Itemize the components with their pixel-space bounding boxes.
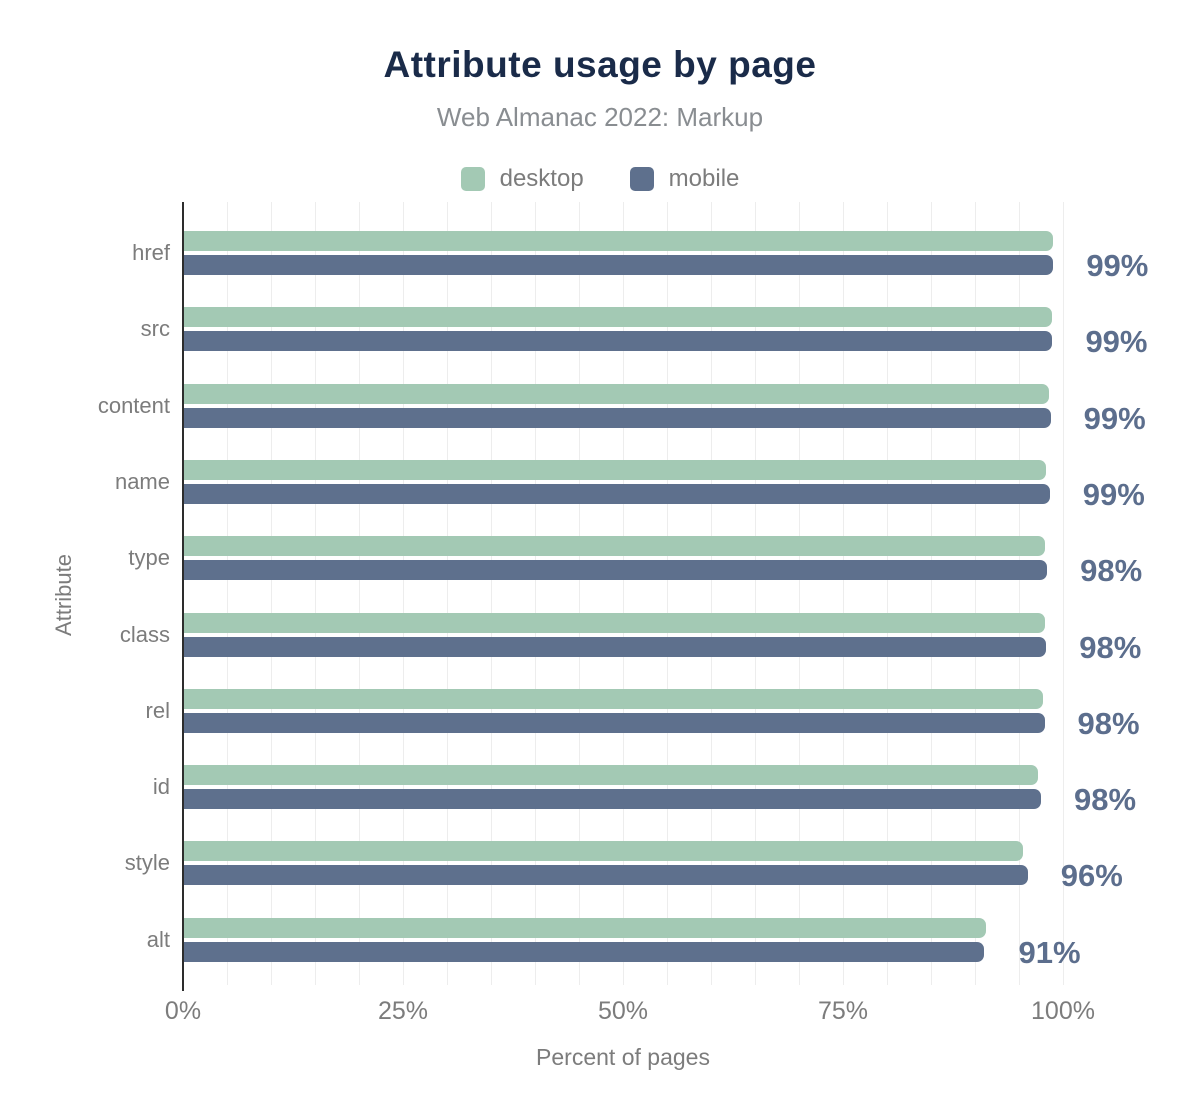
- gridline-70pct: [798, 202, 800, 985]
- bar-desktop-style: [183, 841, 1024, 862]
- bar-mobile-name: [183, 483, 1050, 504]
- gridline-95pct: [1018, 202, 1020, 985]
- chart-title: Attribute usage by page: [383, 44, 817, 85]
- y-axis-category-label-href: href: [132, 240, 170, 265]
- x-tick-label-0%: 0%: [164, 997, 202, 1025]
- y-axis-category-label-class: class: [119, 621, 170, 647]
- value-label-rel: 98%: [1077, 705, 1140, 741]
- bar-mobile-rel: [183, 712, 1045, 733]
- bar-desktop-content: [183, 383, 1049, 404]
- gridline-20pct: [358, 202, 360, 985]
- desktop-swatch-icon: [460, 167, 485, 191]
- gridline-75pct: [842, 202, 844, 985]
- gridline-5pct: [226, 202, 228, 985]
- plot-area: [183, 202, 1064, 985]
- value-label-content: 99%: [1083, 400, 1146, 436]
- gridline-50pct: [622, 202, 624, 985]
- y-axis-category-label-id: id: [152, 774, 170, 800]
- gridline-85pct: [930, 202, 932, 985]
- gridline-80pct: [886, 202, 888, 985]
- legend-label-mobile: mobile: [668, 165, 740, 192]
- bar-mobile-id: [183, 789, 1041, 810]
- x-axis-title: Percent of pages: [536, 1044, 710, 1070]
- y-axis-category-label-type: type: [128, 545, 170, 571]
- x-tick-label-50%: 50%: [597, 997, 649, 1025]
- legend-label-desktop: desktop: [499, 165, 584, 192]
- gridline-30pct: [446, 202, 448, 985]
- legend-item-desktop: desktop: [460, 165, 584, 193]
- value-label-type: 98%: [1080, 553, 1143, 589]
- bar-desktop-src: [183, 307, 1052, 328]
- y-axis-category-label-rel: rel: [145, 697, 170, 723]
- bar-mobile-alt: [183, 941, 984, 962]
- gridline-60pct: [710, 202, 712, 985]
- gridline-40pct: [534, 202, 536, 985]
- legend: desktop mobile: [0, 165, 1200, 193]
- x-tick-label-75%: 75%: [817, 997, 869, 1025]
- bar-desktop-class: [183, 612, 1045, 633]
- gridline-15pct: [314, 202, 316, 985]
- mobile-swatch-icon: [629, 167, 654, 191]
- y-axis-title: Attribute: [51, 554, 76, 636]
- value-label-href: 99%: [1086, 248, 1149, 283]
- y-axis-line: [182, 202, 184, 991]
- y-axis-category-label-content: content: [97, 392, 170, 418]
- gridline-45pct: [578, 202, 580, 985]
- bar-mobile-href: [183, 255, 1054, 275]
- bar-desktop-id: [183, 765, 1039, 786]
- bar-desktop-href: [183, 231, 1054, 251]
- value-label-alt: 91%: [1018, 934, 1081, 970]
- bar-desktop-name: [183, 459, 1047, 480]
- x-tick-label-25%: 25%: [377, 997, 429, 1025]
- bar-desktop-alt: [183, 917, 986, 938]
- bar-desktop-rel: [183, 688, 1043, 709]
- bar-mobile-content: [183, 407, 1051, 428]
- value-label-class: 98%: [1079, 629, 1142, 665]
- value-label-name: 99%: [1082, 476, 1145, 512]
- chart-subtitle: Web Almanac 2022: Markup: [436, 102, 764, 132]
- bar-mobile-type: [183, 560, 1048, 581]
- gridline-35pct: [490, 202, 492, 985]
- value-label-src: 99%: [1085, 324, 1148, 360]
- bar-desktop-type: [183, 536, 1046, 557]
- bar-mobile-style: [183, 865, 1028, 886]
- value-label-id: 98%: [1074, 782, 1137, 818]
- gridline-90pct: [974, 202, 976, 985]
- gridline-65pct: [754, 202, 756, 985]
- gridline-10pct: [270, 202, 272, 985]
- gridline-55pct: [666, 202, 668, 985]
- gridline-100pct: [1062, 202, 1064, 985]
- y-axis-category-label-src: src: [140, 316, 170, 342]
- gridline-25pct: [402, 202, 404, 985]
- x-tick-label-100%: 100%: [1031, 997, 1095, 1025]
- legend-item-mobile: mobile: [629, 165, 740, 193]
- bar-mobile-src: [183, 331, 1053, 352]
- y-axis-category-label-alt: alt: [146, 926, 170, 952]
- y-axis-category-label-name: name: [114, 468, 170, 494]
- value-label-style: 96%: [1060, 858, 1123, 894]
- y-axis-category-label-style: style: [124, 850, 170, 876]
- bar-mobile-class: [183, 636, 1047, 657]
